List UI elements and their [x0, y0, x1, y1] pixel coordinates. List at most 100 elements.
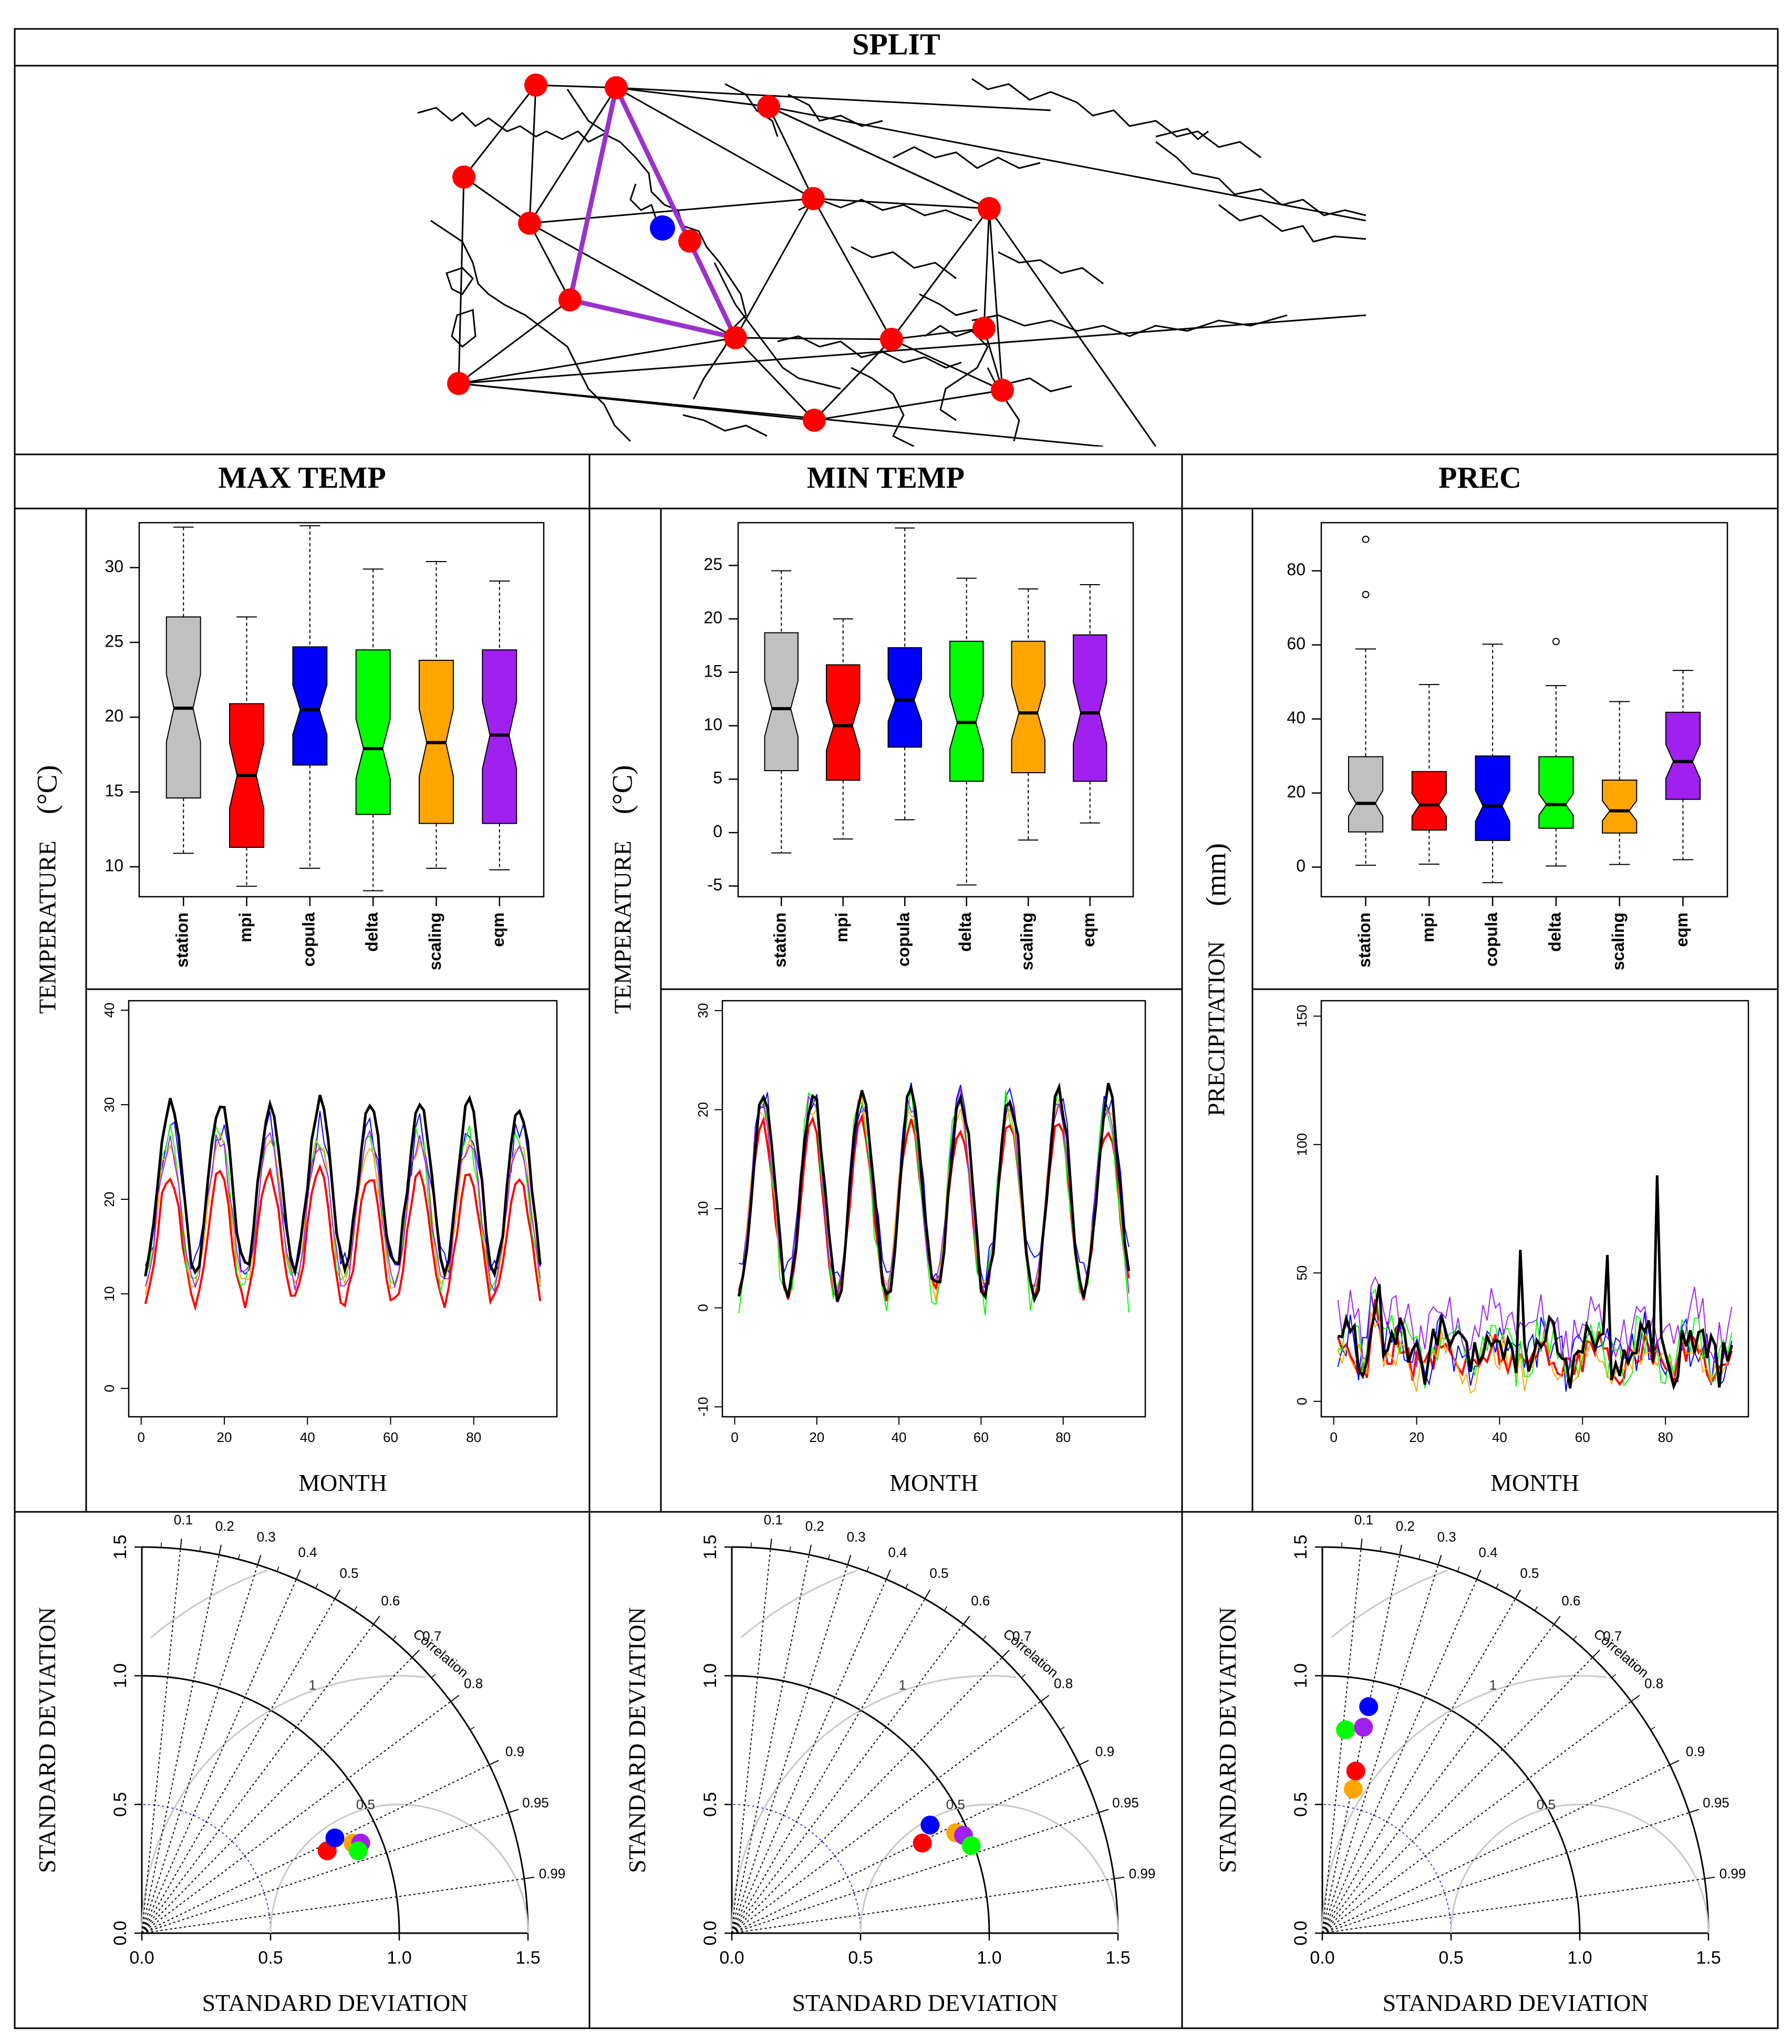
y-tick-label: 20 — [101, 1192, 117, 1207]
figure-title: SPLIT — [852, 27, 940, 61]
y-tick-label: 100 — [1294, 1133, 1310, 1156]
correlation-label: 0.5 — [929, 1565, 948, 1581]
correlation-ray — [1322, 1564, 1439, 1934]
y-tick-label: 0.0 — [110, 1921, 130, 1945]
box-delta — [949, 640, 984, 782]
point-delta — [348, 1841, 368, 1861]
station-link — [463, 176, 530, 224]
station-link — [734, 337, 815, 421]
box-max-chart: 10 15 20 25 30 station mpi copula delta scaling eq… — [105, 522, 545, 970]
correlation-label: 0.7 — [422, 1628, 441, 1644]
station-link — [458, 337, 736, 385]
y-tick-label: 5 — [713, 769, 722, 787]
correlation-ray — [731, 1598, 926, 1934]
correlation-ray — [1322, 1624, 1555, 1934]
box-eqm — [1073, 634, 1107, 782]
y-tick-label: 10 — [101, 1286, 117, 1302]
point-delta — [961, 1836, 981, 1855]
point-copula — [1359, 1697, 1379, 1716]
y-tick-label: 20 — [703, 608, 722, 627]
station-link — [458, 314, 1366, 385]
y-tick-label: 0 — [1296, 856, 1306, 875]
correlation-minor-tick — [1360, 1543, 1362, 1549]
coastline — [451, 308, 477, 348]
station-point — [678, 230, 701, 253]
correlation-label: 0.3 — [257, 1529, 276, 1544]
x-tick-label: 1.5 — [1105, 1948, 1130, 1968]
correlation-label: 0.1 — [174, 1512, 193, 1528]
x-tick-label: 1.5 — [1696, 1948, 1721, 1968]
station-point — [880, 328, 903, 351]
outlier-point — [1362, 590, 1370, 598]
point-mpi — [913, 1833, 932, 1853]
taylor-prec-chart: 0.510.1 0.20.30.40.50.60.70.80.90.950.99C… — [1214, 1512, 1746, 2016]
station-link — [890, 208, 990, 340]
correlation-label: 0.2 — [215, 1518, 234, 1534]
correlation-minor-tick — [1689, 1810, 1694, 1813]
station-point — [757, 95, 780, 118]
x-tick-label: 20 — [217, 1429, 232, 1445]
correlation-ray — [1322, 1701, 1632, 1934]
y-tick-label: 60 — [1287, 634, 1306, 653]
correlation-minor-tick — [373, 1620, 377, 1625]
sd-arc — [731, 1546, 1119, 1934]
y-tick-label: 30 — [101, 1097, 117, 1113]
correlation-ray — [731, 1701, 1041, 1934]
series-line-eqm — [144, 1129, 541, 1293]
x-tick-label: 0.0 — [719, 1948, 744, 1968]
correlation-ray — [141, 1579, 297, 1934]
y-tick-label: 40 — [101, 1003, 117, 1018]
station-link — [988, 208, 1003, 391]
point-scaling — [1343, 1779, 1363, 1799]
correlation-ray — [1322, 1549, 1362, 1934]
y-tick-label: 150 — [1294, 1005, 1310, 1028]
coastline — [724, 83, 779, 137]
coastline — [1155, 128, 1209, 140]
correlation-label: 0.99 — [1720, 1866, 1746, 1882]
station-link — [891, 338, 1003, 391]
station-point — [803, 409, 826, 432]
correlation-minor-tick — [1631, 1698, 1636, 1702]
coastline — [851, 367, 915, 447]
box-copula — [292, 646, 328, 766]
station-link — [458, 177, 465, 384]
x-tick-label: 40 — [1492, 1429, 1507, 1445]
correlation-label: 0.99 — [1129, 1866, 1156, 1882]
y-tick-label: 1.0 — [700, 1663, 720, 1688]
coastline — [893, 146, 1041, 169]
y-tick-label: 30 — [695, 1003, 711, 1018]
coastline — [987, 367, 1020, 442]
station-link — [463, 85, 537, 178]
correlation-label: 0.9 — [1095, 1744, 1114, 1759]
point-copula — [920, 1815, 940, 1835]
x-tick-label: 60 — [383, 1429, 398, 1445]
station-link — [735, 337, 892, 340]
x-axis-title: MONTH — [889, 1469, 978, 1496]
y-tick-label: 0.5 — [1291, 1792, 1311, 1817]
station-point — [558, 288, 582, 312]
correlation-minor-tick — [1611, 1674, 1617, 1678]
correlation-ray — [731, 1624, 964, 1934]
station-link — [813, 338, 893, 421]
y-tick-label: 50 — [1294, 1265, 1310, 1281]
correlation-minor-tick — [1079, 1762, 1084, 1766]
sd-arc — [731, 1804, 861, 1934]
table-grid — [14, 28, 1779, 2029]
correlation-minor-tick — [489, 1762, 494, 1766]
point-mpi — [1346, 1761, 1365, 1781]
correlation-label: 0.95 — [1112, 1795, 1139, 1811]
correlation-ray — [1322, 1579, 1477, 1934]
station-link — [812, 198, 893, 340]
x-tick-label: 20 — [1409, 1429, 1424, 1445]
x-tick-label: 0.0 — [1310, 1948, 1334, 1968]
station-point — [724, 326, 747, 349]
category-label: copula — [1482, 912, 1501, 967]
correlation-minor-tick — [1515, 1594, 1519, 1599]
correlation-ray — [141, 1598, 336, 1934]
x-axis-title: STANDARD DEVIATION — [202, 1989, 468, 2016]
correlation-minor-tick — [315, 1583, 318, 1589]
station-link — [768, 106, 814, 199]
y-tick-label: 0.0 — [1291, 1921, 1311, 1945]
coastline — [919, 293, 978, 316]
